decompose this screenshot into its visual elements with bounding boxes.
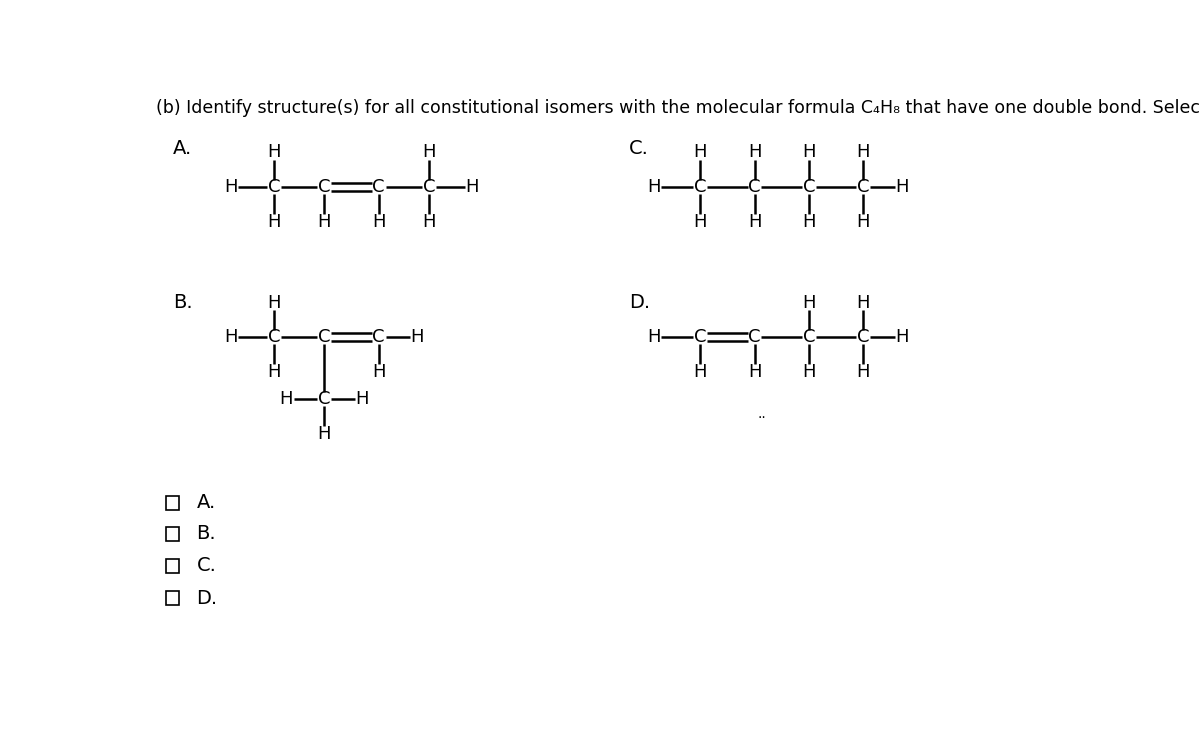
Text: H: H xyxy=(372,363,385,381)
Text: H: H xyxy=(464,178,479,196)
Text: C: C xyxy=(694,178,707,196)
Text: C: C xyxy=(422,178,436,196)
Text: C: C xyxy=(318,390,331,408)
Text: H: H xyxy=(802,213,816,231)
Text: H: H xyxy=(895,328,908,346)
Text: H: H xyxy=(268,294,281,311)
Text: C: C xyxy=(749,178,761,196)
Text: C: C xyxy=(694,328,707,346)
Text: H: H xyxy=(694,143,707,162)
Text: C: C xyxy=(318,328,331,346)
Text: H: H xyxy=(694,363,707,381)
Text: H: H xyxy=(802,143,816,162)
Text: H: H xyxy=(268,363,281,381)
Text: H: H xyxy=(694,213,707,231)
Text: C: C xyxy=(803,328,815,346)
Text: H: H xyxy=(422,213,436,231)
Text: H: H xyxy=(647,178,660,196)
Text: B.: B. xyxy=(197,524,216,543)
Text: C: C xyxy=(268,178,281,196)
Text: H: H xyxy=(224,328,238,346)
Text: C: C xyxy=(857,178,869,196)
Text: C.: C. xyxy=(197,556,216,576)
Text: C: C xyxy=(372,328,385,346)
Text: H: H xyxy=(857,213,870,231)
Text: A.: A. xyxy=(197,493,216,512)
Text: H: H xyxy=(748,143,761,162)
Bar xyxy=(166,591,180,605)
Text: H: H xyxy=(857,143,870,162)
Text: (b) Identify structure(s) for all constitutional isomers with the molecular form: (b) Identify structure(s) for all consti… xyxy=(156,99,1200,117)
Bar xyxy=(166,496,180,510)
Text: D.: D. xyxy=(197,589,217,608)
Text: B.: B. xyxy=(173,293,193,312)
Text: H: H xyxy=(748,213,761,231)
Text: H: H xyxy=(318,213,331,231)
Text: C: C xyxy=(318,178,331,196)
Text: H: H xyxy=(318,424,331,443)
Text: C: C xyxy=(372,178,385,196)
Text: H: H xyxy=(372,213,385,231)
Text: H: H xyxy=(895,178,908,196)
Text: C: C xyxy=(749,328,761,346)
Text: H: H xyxy=(268,213,281,231)
Bar xyxy=(166,559,180,573)
Text: C: C xyxy=(268,328,281,346)
Text: H: H xyxy=(280,390,293,408)
Text: H: H xyxy=(268,143,281,162)
Bar xyxy=(166,527,180,540)
Text: C: C xyxy=(803,178,815,196)
Text: H: H xyxy=(802,363,816,381)
Text: H: H xyxy=(355,390,370,408)
Text: H: H xyxy=(422,143,436,162)
Text: H: H xyxy=(224,178,238,196)
Text: C: C xyxy=(857,328,869,346)
Text: H: H xyxy=(857,294,870,311)
Text: ··: ·· xyxy=(758,411,767,425)
Text: H: H xyxy=(802,294,816,311)
Text: H: H xyxy=(410,328,424,346)
Text: H: H xyxy=(647,328,660,346)
Text: A.: A. xyxy=(173,139,192,158)
Text: H: H xyxy=(748,363,761,381)
Text: D.: D. xyxy=(629,293,650,312)
Text: C.: C. xyxy=(629,139,649,158)
Text: H: H xyxy=(857,363,870,381)
